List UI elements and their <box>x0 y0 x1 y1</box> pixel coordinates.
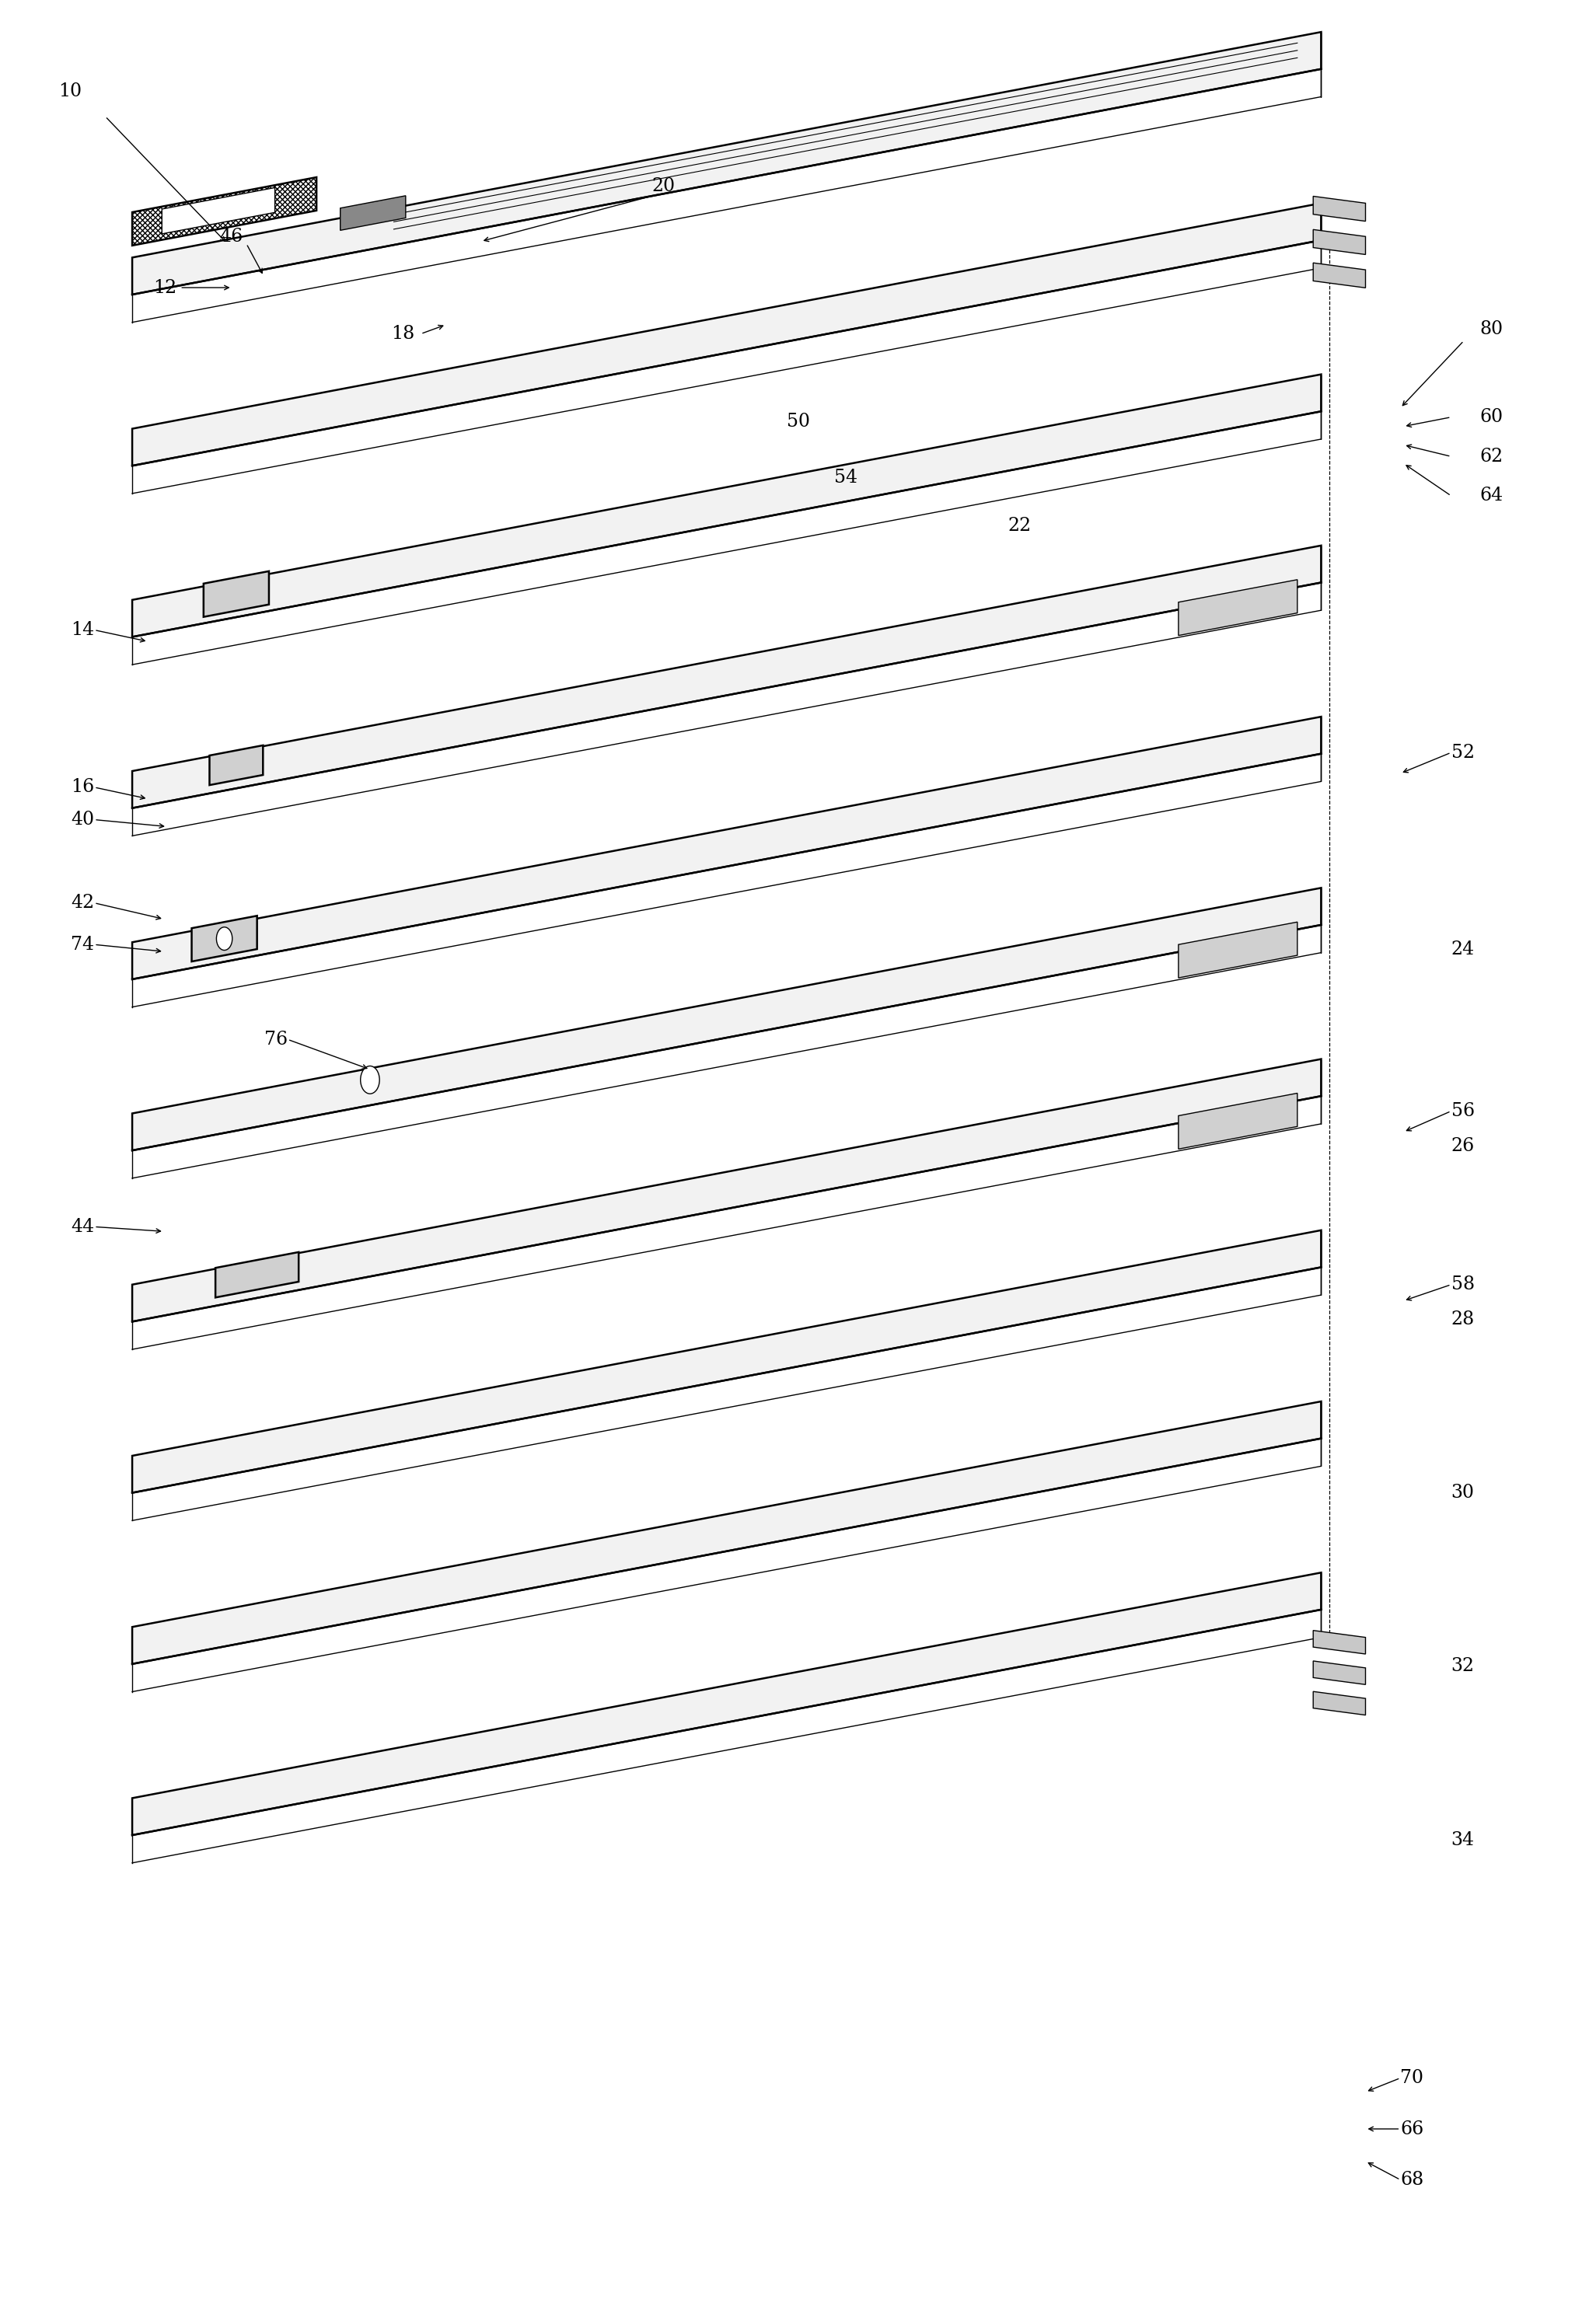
Polygon shape <box>161 188 275 235</box>
Text: 56: 56 <box>1451 1102 1475 1120</box>
Circle shape <box>361 1067 380 1095</box>
Polygon shape <box>132 1573 1321 1836</box>
Text: 14: 14 <box>70 621 94 639</box>
Polygon shape <box>132 177 316 246</box>
Text: 70: 70 <box>1400 2068 1424 2087</box>
Text: 30: 30 <box>1451 1483 1475 1501</box>
Polygon shape <box>132 1401 1321 1664</box>
Text: 20: 20 <box>651 177 675 195</box>
Polygon shape <box>1314 195 1366 221</box>
Polygon shape <box>132 33 1321 295</box>
Text: 76: 76 <box>265 1030 287 1048</box>
Polygon shape <box>204 572 270 616</box>
Text: 18: 18 <box>391 325 415 344</box>
Text: 34: 34 <box>1451 1831 1475 1848</box>
Polygon shape <box>132 1060 1321 1322</box>
Polygon shape <box>132 374 1321 637</box>
Text: 60: 60 <box>1479 409 1503 425</box>
Polygon shape <box>1314 263 1366 288</box>
Polygon shape <box>132 888 1321 1150</box>
Text: 46: 46 <box>220 228 243 246</box>
Polygon shape <box>192 916 257 962</box>
Polygon shape <box>215 1253 298 1297</box>
Polygon shape <box>1178 923 1298 978</box>
Polygon shape <box>132 1229 1321 1492</box>
Text: 40: 40 <box>70 811 94 830</box>
Polygon shape <box>1314 230 1366 256</box>
Polygon shape <box>1178 579 1298 634</box>
Polygon shape <box>132 202 1321 465</box>
Polygon shape <box>1178 1092 1298 1148</box>
Text: 54: 54 <box>833 469 857 486</box>
Text: 22: 22 <box>1009 516 1031 535</box>
Text: 42: 42 <box>70 895 94 911</box>
Text: 32: 32 <box>1451 1657 1475 1676</box>
Polygon shape <box>1314 1662 1366 1685</box>
Text: 12: 12 <box>153 279 177 297</box>
Text: 24: 24 <box>1451 941 1475 957</box>
Text: 52: 52 <box>1451 744 1475 762</box>
Polygon shape <box>209 746 263 786</box>
Text: 26: 26 <box>1451 1136 1475 1155</box>
Circle shape <box>217 927 233 951</box>
Polygon shape <box>132 716 1321 978</box>
Polygon shape <box>1314 1692 1366 1715</box>
Text: 80: 80 <box>1479 321 1503 339</box>
Text: 64: 64 <box>1479 486 1503 504</box>
Polygon shape <box>340 195 405 230</box>
Text: 68: 68 <box>1400 2171 1424 2189</box>
Text: 66: 66 <box>1400 2119 1424 2138</box>
Text: 50: 50 <box>787 414 809 430</box>
Text: 58: 58 <box>1451 1276 1475 1294</box>
Text: 62: 62 <box>1479 449 1503 465</box>
Polygon shape <box>132 546 1321 809</box>
Text: 28: 28 <box>1451 1311 1475 1329</box>
Polygon shape <box>1314 1631 1366 1655</box>
Text: 16: 16 <box>70 779 94 797</box>
Text: 10: 10 <box>57 81 81 100</box>
Text: 44: 44 <box>70 1218 94 1236</box>
Text: 74: 74 <box>70 937 94 953</box>
